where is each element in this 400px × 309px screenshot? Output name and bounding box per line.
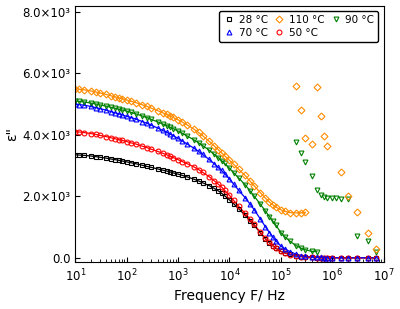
110 °C — [222, 154, 227, 158]
110 °C — [133, 101, 138, 104]
28 °C — [318, 256, 323, 260]
28 °C — [128, 161, 133, 165]
28 °C — [73, 153, 78, 157]
110 °C — [212, 144, 216, 148]
110 °C — [274, 205, 278, 209]
110 °C — [219, 151, 224, 154]
50 °C — [140, 144, 144, 148]
110 °C — [303, 210, 308, 214]
Line: 28 °C: 28 °C — [73, 152, 378, 260]
X-axis label: Frequency F/ Hz: Frequency F/ Hz — [174, 290, 285, 303]
110 °C — [267, 200, 272, 204]
110 °C — [216, 148, 220, 151]
28 °C — [242, 213, 247, 217]
110 °C — [116, 96, 121, 100]
110 °C — [93, 90, 98, 94]
50 °C — [318, 256, 323, 260]
70 °C — [222, 172, 227, 176]
28 °C — [171, 171, 176, 175]
Line: 110 °C: 110 °C — [73, 86, 308, 215]
110 °C — [109, 94, 114, 98]
28 °C — [345, 256, 350, 260]
110 °C — [282, 210, 287, 213]
110 °C — [119, 97, 124, 100]
110 °C — [258, 191, 263, 195]
50 °C — [73, 130, 78, 133]
110 °C — [176, 118, 180, 122]
90 °C — [185, 134, 190, 138]
70 °C — [242, 196, 247, 199]
90 °C — [160, 122, 165, 126]
90 °C — [314, 250, 319, 253]
110 °C — [191, 127, 196, 131]
28 °C — [222, 194, 227, 197]
110 °C — [171, 116, 176, 119]
Line: 70 °C: 70 °C — [73, 102, 378, 260]
110 °C — [299, 211, 304, 214]
110 °C — [252, 184, 256, 187]
110 °C — [278, 208, 283, 212]
Y-axis label: ε": ε" — [6, 127, 20, 141]
70 °C — [354, 256, 359, 260]
110 °C — [73, 87, 78, 91]
110 °C — [104, 93, 109, 96]
110 °C — [180, 120, 184, 124]
90 °C — [294, 244, 299, 248]
110 °C — [270, 203, 275, 207]
70 °C — [373, 256, 378, 260]
70 °C — [171, 134, 176, 138]
110 °C — [200, 134, 205, 138]
90 °C — [93, 102, 98, 106]
50 °C — [373, 256, 378, 260]
Line: 90 °C: 90 °C — [73, 99, 319, 254]
110 °C — [227, 159, 232, 162]
70 °C — [128, 116, 133, 119]
110 °C — [145, 105, 150, 108]
110 °C — [140, 103, 144, 107]
70 °C — [318, 256, 323, 259]
50 °C — [171, 156, 176, 159]
50 °C — [222, 188, 227, 192]
110 °C — [128, 99, 133, 103]
28 °C — [373, 256, 378, 260]
110 °C — [98, 91, 102, 95]
110 °C — [124, 98, 129, 102]
110 °C — [231, 163, 236, 166]
110 °C — [149, 106, 154, 110]
110 °C — [207, 139, 212, 143]
90 °C — [219, 159, 224, 163]
110 °C — [196, 131, 201, 134]
110 °C — [185, 123, 190, 127]
110 °C — [160, 111, 165, 115]
110 °C — [242, 174, 247, 177]
Legend: 28 °C, 70 °C, 110 °C, 50 °C, 90 °C: 28 °C, 70 °C, 110 °C, 50 °C, 90 °C — [219, 11, 378, 42]
110 °C — [88, 89, 93, 93]
110 °C — [288, 211, 292, 214]
110 °C — [294, 211, 299, 215]
110 °C — [236, 167, 241, 171]
Line: 50 °C: 50 °C — [73, 129, 378, 260]
110 °C — [82, 88, 87, 92]
110 °C — [77, 87, 82, 91]
90 °C — [227, 167, 232, 170]
50 °C — [345, 256, 350, 260]
110 °C — [155, 109, 160, 112]
110 °C — [263, 196, 268, 200]
50 °C — [242, 211, 247, 215]
90 °C — [73, 99, 78, 103]
110 °C — [168, 114, 172, 118]
70 °C — [73, 102, 78, 106]
110 °C — [113, 95, 118, 99]
110 °C — [248, 179, 252, 183]
28 °C — [140, 163, 144, 167]
70 °C — [140, 120, 144, 123]
110 °C — [164, 112, 169, 116]
50 °C — [128, 141, 133, 145]
